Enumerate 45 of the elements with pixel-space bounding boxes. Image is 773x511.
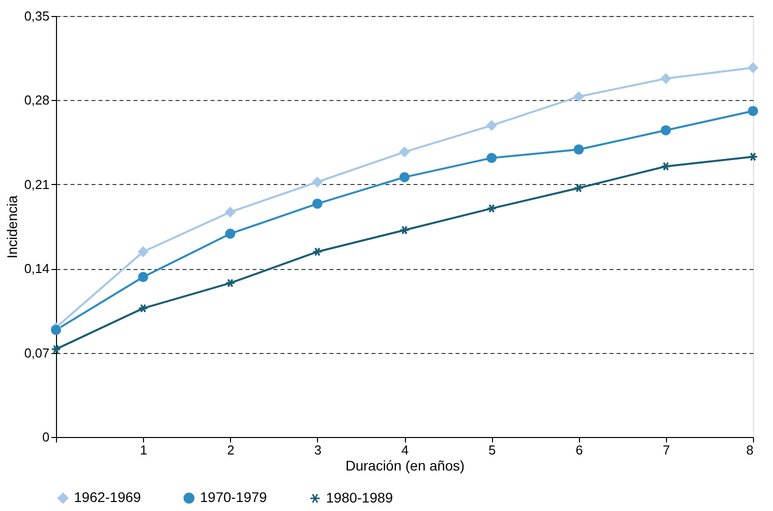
y-tick-label: 0,28 <box>24 92 50 108</box>
point <box>660 125 671 136</box>
legend-label: 1962-1969 <box>74 489 142 506</box>
point <box>574 144 584 155</box>
point <box>399 226 410 235</box>
point <box>748 62 758 73</box>
point <box>486 120 497 131</box>
y-axis-title: Incidencia <box>4 195 20 259</box>
point <box>574 92 584 102</box>
x-axis-title: Duración (en años) <box>345 458 465 474</box>
y-tick-label: 0 <box>42 430 50 444</box>
point <box>399 146 410 158</box>
point <box>138 304 148 313</box>
point <box>486 204 497 213</box>
x-tick-label: 2 <box>227 442 234 458</box>
point <box>225 278 236 288</box>
point <box>660 73 671 84</box>
point <box>574 183 584 193</box>
y-tick-label: 0,35 <box>24 8 50 24</box>
point <box>748 152 758 162</box>
x-tick-label: 5 <box>488 442 496 458</box>
y-tick-label: 0,21 <box>24 176 50 192</box>
legend-label: 1970-1979 <box>200 489 268 506</box>
x-tick-label: 7 <box>662 442 670 458</box>
point <box>312 198 322 209</box>
x-tick-label: 8 <box>746 442 754 458</box>
x-tick-label: 1 <box>140 442 148 458</box>
point <box>312 247 322 256</box>
point <box>486 152 497 164</box>
x-tick-label: 3 <box>314 442 322 458</box>
point <box>50 324 62 336</box>
point <box>748 106 758 116</box>
point <box>312 176 322 188</box>
x-tick-label: 4 <box>401 442 409 458</box>
point <box>225 228 236 239</box>
point <box>138 272 148 282</box>
point <box>660 162 671 171</box>
y-tick-label: 0,07 <box>24 345 50 360</box>
point <box>399 172 410 182</box>
point <box>50 344 62 354</box>
point <box>138 246 148 257</box>
legend-label: 1980-1989 <box>326 489 394 506</box>
y-tick-label: 0,14 <box>24 261 50 276</box>
x-tick-label: 6 <box>576 442 583 458</box>
point <box>225 206 236 218</box>
